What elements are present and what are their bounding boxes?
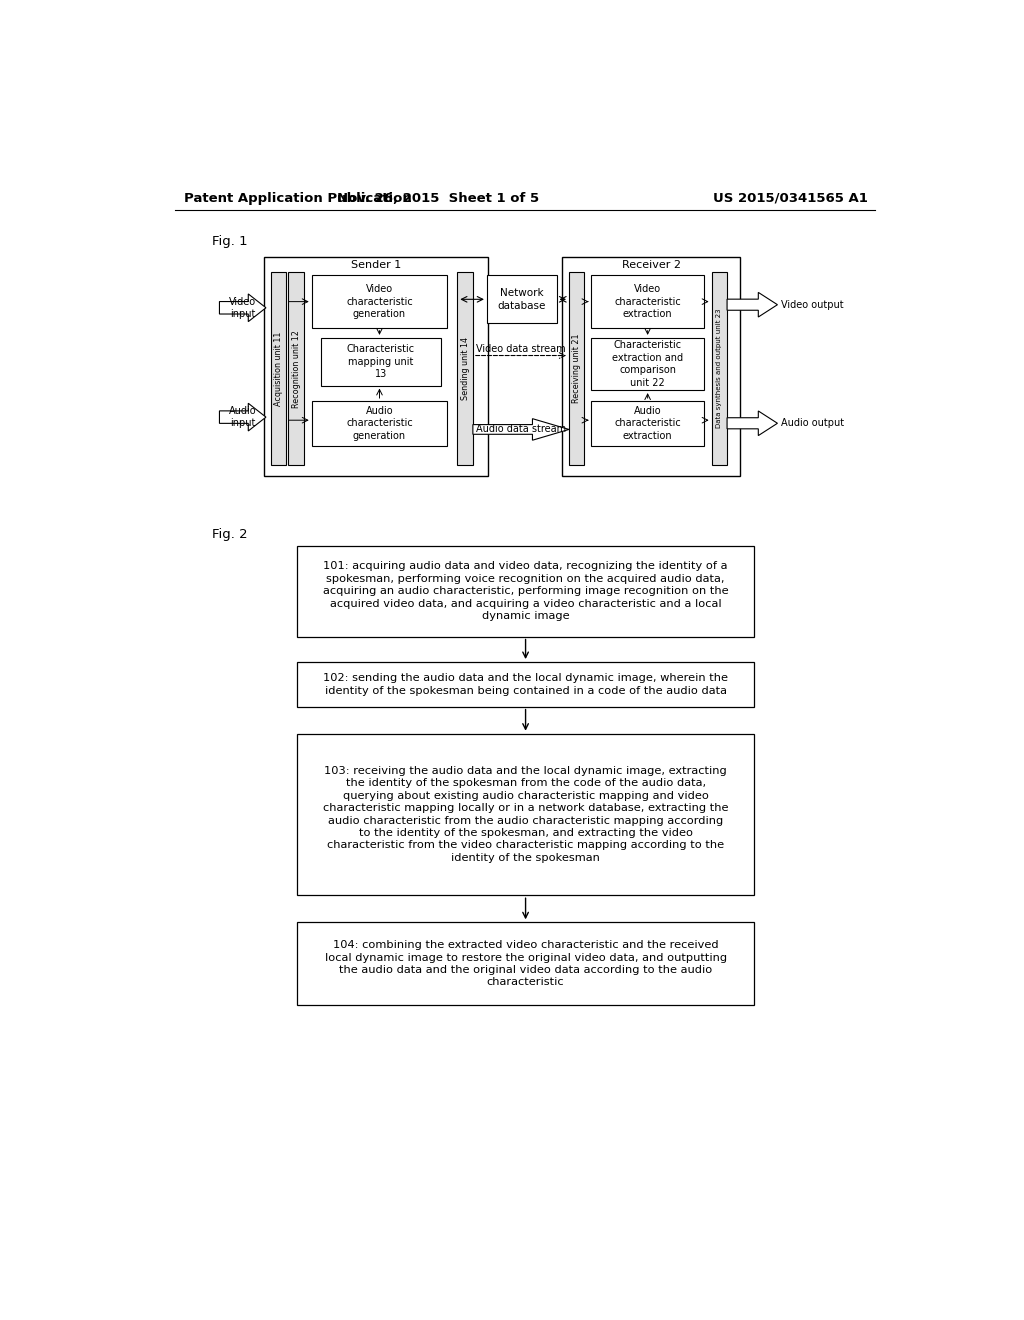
Bar	[270, 272, 286, 465]
Text: Fig. 1: Fig. 1	[212, 235, 248, 248]
Text: Patent Application Publication: Patent Application Publication	[183, 191, 412, 205]
Polygon shape	[473, 418, 569, 441]
Bar	[297, 663, 755, 706]
Text: Receiving unit 21: Receiving unit 21	[572, 334, 582, 404]
Bar	[712, 272, 727, 465]
Text: Nov. 26, 2015  Sheet 1 of 5: Nov. 26, 2015 Sheet 1 of 5	[337, 191, 539, 205]
Bar	[486, 276, 557, 323]
Text: 102: sending the audio data and the local dynamic image, wherein the
identity of: 102: sending the audio data and the loca…	[324, 673, 728, 696]
Text: Audio output: Audio output	[781, 418, 845, 428]
Polygon shape	[219, 404, 266, 430]
Text: Video
input: Video input	[229, 297, 256, 319]
Bar	[562, 257, 740, 477]
Text: Recognition unit 12: Recognition unit 12	[292, 330, 301, 408]
Text: Characteristic
extraction and
comparison
unit 22: Characteristic extraction and comparison…	[612, 341, 683, 388]
Bar	[289, 272, 304, 465]
Bar	[321, 338, 441, 385]
Bar	[458, 272, 473, 465]
Bar	[592, 276, 703, 327]
Text: Sending unit 14: Sending unit 14	[461, 337, 470, 400]
Text: Audio
characteristic
extraction: Audio characteristic extraction	[614, 405, 681, 441]
Text: Video
characteristic
generation: Video characteristic generation	[346, 284, 413, 319]
Text: Audio
characteristic
generation: Audio characteristic generation	[346, 405, 413, 441]
Polygon shape	[219, 294, 266, 322]
Text: Acquisition unit 11: Acquisition unit 11	[273, 331, 283, 405]
Text: 104: combining the extracted video characteristic and the received
local dynamic: 104: combining the extracted video chara…	[325, 940, 727, 987]
Polygon shape	[727, 411, 777, 436]
Bar	[592, 401, 703, 446]
Bar	[297, 545, 755, 636]
Text: Video output: Video output	[781, 300, 844, 310]
Bar	[311, 276, 447, 327]
Text: Audio data stream: Audio data stream	[476, 425, 566, 434]
Text: Video
characteristic
extraction: Video characteristic extraction	[614, 284, 681, 319]
Text: Characteristic
mapping unit
13: Characteristic mapping unit 13	[347, 345, 415, 379]
Bar	[297, 923, 755, 1006]
Text: 103: receiving the audio data and the local dynamic image, extracting
the identi: 103: receiving the audio data and the lo…	[323, 766, 728, 863]
Bar	[311, 401, 447, 446]
Bar	[592, 338, 703, 391]
Bar	[263, 257, 488, 477]
Text: Network
database: Network database	[498, 288, 546, 310]
Text: Audio
input: Audio input	[229, 407, 257, 428]
Text: Receiver 2: Receiver 2	[622, 260, 681, 271]
Text: 101: acquiring audio data and video data, recognizing the identity of a
spokesma: 101: acquiring audio data and video data…	[323, 561, 728, 620]
Text: Data synthesis and output unit 23: Data synthesis and output unit 23	[717, 309, 722, 429]
Bar	[297, 734, 755, 895]
Text: Video data stream: Video data stream	[476, 345, 565, 354]
Text: Fig. 2: Fig. 2	[212, 528, 248, 541]
Bar	[569, 272, 585, 465]
Polygon shape	[727, 293, 777, 317]
Text: Sender 1: Sender 1	[351, 260, 401, 271]
Text: US 2015/0341565 A1: US 2015/0341565 A1	[713, 191, 868, 205]
